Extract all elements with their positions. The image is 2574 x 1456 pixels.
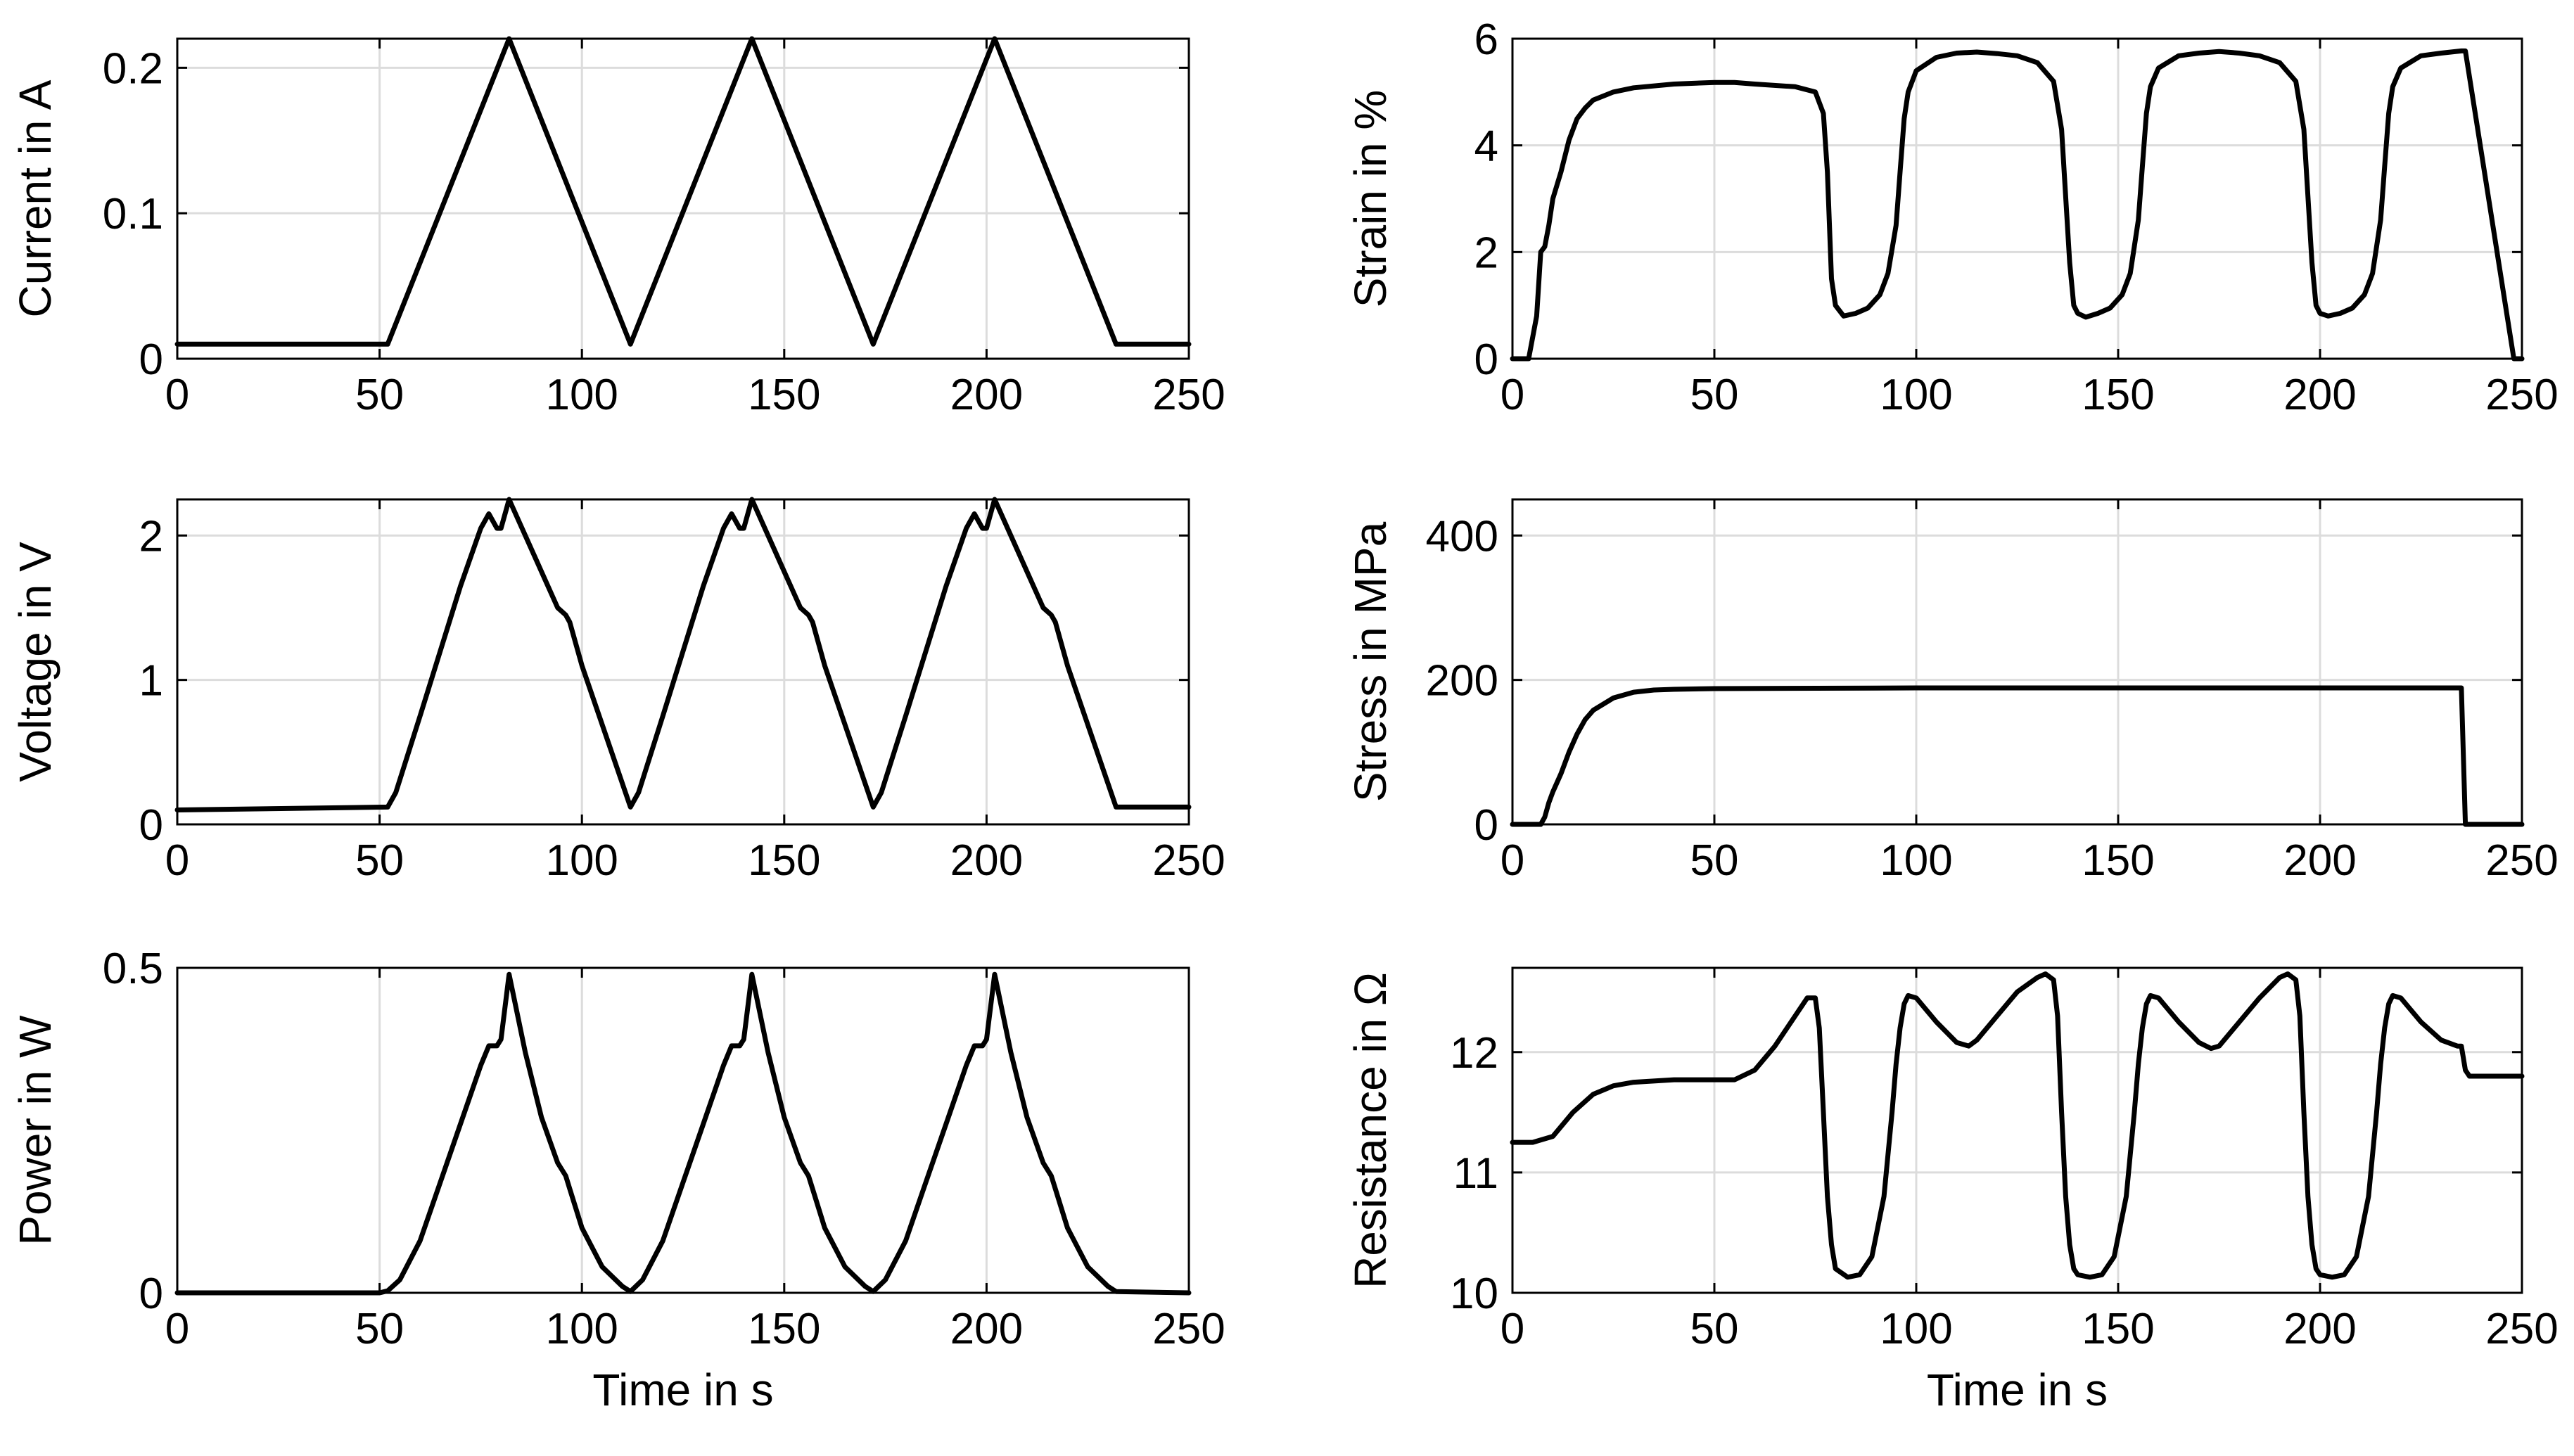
x-tick-label: 50 <box>355 836 404 885</box>
x-tick-label: 250 <box>1152 836 1225 885</box>
x-tick-label: 100 <box>1880 836 1952 885</box>
current-axes-area <box>177 39 1189 359</box>
x-tick-label: 200 <box>2283 371 2356 419</box>
x-tick-label: 100 <box>545 371 618 419</box>
resistance-plot: 0 50 100 150 200 250 10 11 12 Resistance in Ω Time… <box>1345 966 2559 1415</box>
x-tick-label: 250 <box>2485 836 2558 885</box>
current-axes-box <box>176 37 1190 360</box>
y-tick-label: 1 <box>139 657 163 705</box>
y-tick-label: 2 <box>139 512 163 561</box>
x-tick-label: 200 <box>950 371 1023 419</box>
y-tick-label: 0.5 <box>103 945 163 993</box>
current-plot: 0 50 100 150 200 250 0 0.1 0.2 Current in A <box>10 36 1225 419</box>
x-tick-label: 150 <box>748 836 820 885</box>
strain-y-axis-label: Strain in % <box>1345 90 1396 307</box>
power-x-axis-label: Time in s <box>592 1365 773 1415</box>
stress-y-axis-label: Stress in MPa <box>1345 521 1396 802</box>
voltage-plot: 0 50 100 150 200 250 0 1 2 Voltage in V <box>10 497 1225 885</box>
y-tick-label: 12 <box>1450 1029 1498 1078</box>
resistance-y-axis-label: Resistance in Ω <box>1345 972 1396 1289</box>
x-tick-label: 250 <box>2485 371 2558 419</box>
x-tick-label: 150 <box>2082 371 2154 419</box>
power-y-axis-label: Power in W <box>10 1015 60 1246</box>
stress-plot: 0 50 100 150 200 250 0 200 400 Stress in MPa <box>1345 498 2559 885</box>
x-tick-label: 200 <box>950 1305 1023 1353</box>
y-tick-label: 0 <box>1474 336 1498 384</box>
x-tick-label: 0 <box>165 836 189 885</box>
y-tick-label: 2 <box>1474 229 1498 277</box>
strain-axes-box <box>1511 37 2523 360</box>
y-tick-label: 10 <box>1450 1270 1498 1318</box>
power-series-line <box>174 971 1192 1296</box>
current-y-axis-label: Current in A <box>10 79 60 317</box>
x-tick-label: 150 <box>748 371 820 419</box>
voltage-axes-box <box>176 498 1190 826</box>
x-tick-label: 50 <box>1690 371 1739 419</box>
power-plot: 0 50 100 150 200 250 0 0.5 Power in W Time in s <box>10 945 1225 1415</box>
y-tick-label: 0.1 <box>103 190 163 238</box>
x-tick-label: 150 <box>748 1305 820 1353</box>
y-tick-label: 0 <box>139 336 163 384</box>
x-tick-label: 150 <box>2082 836 2154 885</box>
y-tick-label: 0 <box>1474 801 1498 850</box>
resistance-axes-area <box>1512 968 2522 1293</box>
y-tick-label: 200 <box>1426 657 1498 705</box>
strain-plot: 0 50 100 150 200 250 0 2 4 6 Strain in % <box>1345 15 2559 419</box>
power-axes-box <box>176 966 1190 1294</box>
resistance-x-axis-label: Time in s <box>1927 1365 2108 1415</box>
y-tick-label: 400 <box>1426 512 1498 561</box>
x-tick-label: 0 <box>165 371 189 419</box>
y-tick-label: 4 <box>1474 122 1498 171</box>
x-tick-label: 250 <box>1152 1305 1225 1353</box>
strain-series-line <box>1510 48 2525 362</box>
voltage-y-axis-label: Voltage in V <box>10 542 60 782</box>
voltage-axes-area <box>177 499 1189 824</box>
x-tick-label: 50 <box>1690 836 1739 885</box>
x-tick-label: 200 <box>2283 1305 2356 1353</box>
stress-series-line <box>1510 685 2525 827</box>
x-tick-label: 250 <box>2485 1305 2558 1353</box>
y-tick-label: 6 <box>1474 15 1498 64</box>
x-tick-label: 200 <box>950 836 1023 885</box>
x-tick-label: 0 <box>165 1305 189 1353</box>
stress-axes-box <box>1511 498 2523 826</box>
x-tick-label: 250 <box>1152 371 1225 419</box>
x-tick-label: 100 <box>1880 371 1952 419</box>
x-tick-label: 100 <box>545 1305 618 1353</box>
y-tick-label: 0 <box>139 1270 163 1318</box>
x-tick-label: 50 <box>1690 1305 1739 1353</box>
x-tick-label: 200 <box>2283 836 2356 885</box>
x-tick-label: 100 <box>1880 1305 1952 1353</box>
x-tick-label: 0 <box>1501 371 1524 419</box>
power-axes-area <box>177 968 1189 1293</box>
resistance-axes-box <box>1511 966 2523 1294</box>
y-tick-label: 0.2 <box>103 44 163 93</box>
x-tick-label: 100 <box>545 836 618 885</box>
stress-axes-area <box>1512 499 2522 824</box>
x-tick-label: 0 <box>1501 1305 1524 1353</box>
resistance-series-line <box>1510 971 2525 1280</box>
y-tick-label: 0 <box>139 801 163 850</box>
x-tick-label: 150 <box>2082 1305 2154 1353</box>
voltage-series-line <box>174 497 1192 812</box>
x-tick-label: 0 <box>1501 836 1524 885</box>
x-tick-label: 50 <box>355 1305 404 1353</box>
x-tick-label: 50 <box>355 371 404 419</box>
y-tick-label: 11 <box>1453 1149 1498 1198</box>
